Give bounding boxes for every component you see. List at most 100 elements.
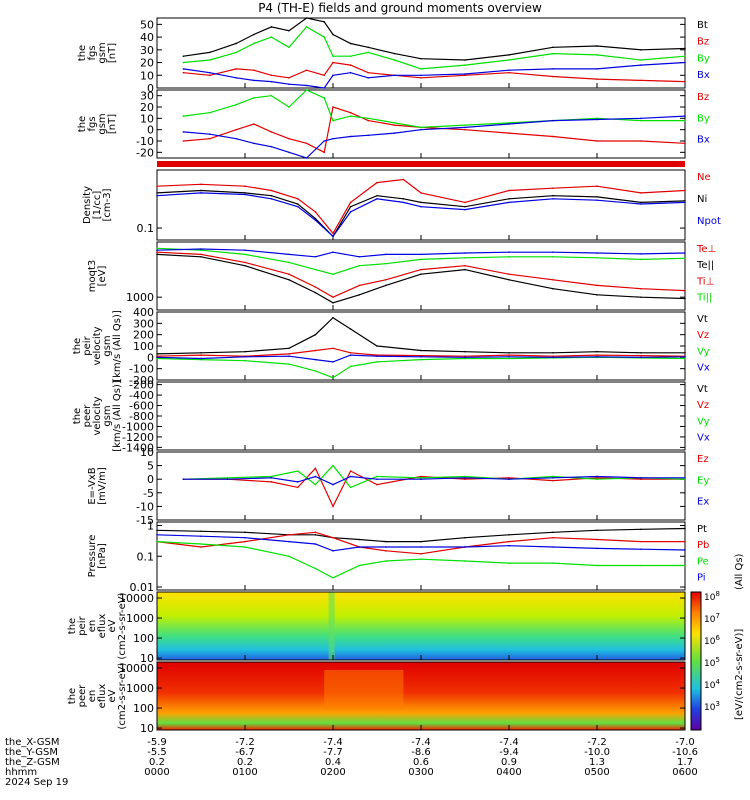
data-point [508, 201, 510, 204]
legend-Ey: Ey [697, 475, 709, 486]
row-value: -6.7 [235, 747, 255, 758]
y-tick-label: -200 [129, 374, 154, 387]
data-point [402, 178, 405, 181]
data-point [640, 203, 642, 205]
y-axis-label-line: gsm [102, 405, 113, 426]
data-point [552, 255, 554, 258]
data-point [640, 477, 642, 479]
data-point [367, 119, 370, 122]
data-point [209, 133, 211, 135]
data-point [376, 181, 378, 184]
data-point [270, 145, 273, 148]
row-value: 0000 [144, 767, 169, 778]
data-point [244, 192, 246, 194]
colorbar-strip [690, 591, 702, 731]
y-tick-label: 30 [140, 44, 154, 57]
data-point [305, 26, 308, 28]
data-point [596, 478, 598, 481]
data-point [349, 352, 352, 354]
y-axis-label-line: the [67, 618, 78, 634]
y-axis-label-line: en [87, 620, 98, 633]
data-point [323, 140, 326, 142]
data-point [596, 54, 598, 56]
data-point [288, 261, 290, 264]
data-point [226, 478, 229, 481]
data-point [640, 540, 642, 543]
data-point [552, 197, 554, 200]
y-axis-label-line: the [67, 688, 78, 704]
data-point [596, 284, 598, 287]
legend-Bz: Bz [697, 92, 709, 103]
y-axis-label-line: [nT] [107, 114, 118, 134]
data-point [200, 255, 202, 258]
data-point [349, 365, 352, 368]
y-axis-label-line: [km/s (All Qs)] [112, 380, 123, 452]
data-point [508, 189, 510, 192]
data-point [270, 481, 273, 483]
legend-Pb: Pb [697, 540, 709, 551]
y-axis-label-line: fgs [87, 45, 98, 60]
panel-pressure: 0.01 0.1 1 Pressure[nPa] Pt Pb Pe Pi [87, 520, 709, 595]
data-point [596, 350, 598, 353]
legend-Ex: Ex [697, 497, 709, 508]
colorbar-subtitle: (All Qs) [734, 553, 745, 590]
data-point [420, 558, 422, 561]
y-axis-label-line: Pressure [87, 535, 98, 578]
data-point [288, 253, 290, 256]
data-point [244, 359, 246, 362]
data-point [684, 352, 686, 354]
data-point [244, 249, 246, 251]
y-tick-label: 10 [140, 69, 154, 82]
y-axis-label-line: the [77, 116, 88, 132]
data-point [297, 203, 299, 205]
data-point [684, 55, 686, 57]
data-point [420, 553, 422, 555]
y-axis-label: thepeirvelocitygsm[km/s (All Qs)] [72, 310, 123, 382]
data-point [358, 538, 361, 541]
data-point [385, 560, 387, 562]
data-point [596, 477, 598, 479]
y-axis-label-line: [km/s (All Qs)] [112, 310, 123, 382]
data-point [464, 350, 466, 353]
data-point [367, 51, 370, 54]
legend-Bx: Bx [697, 135, 710, 146]
data-point [464, 252, 466, 254]
data-point [640, 140, 642, 142]
data-point [182, 55, 185, 57]
data-point [288, 106, 290, 108]
y-axis-label-line: peer [82, 404, 93, 428]
data-point [209, 137, 211, 140]
data-point [552, 356, 554, 359]
y-tick-label: 10000 [119, 662, 154, 675]
data-point [596, 199, 598, 201]
data-point [508, 273, 510, 275]
data-point [305, 69, 308, 71]
data-point [253, 142, 255, 145]
data-point [420, 253, 422, 256]
legend-Pt: Pt [697, 524, 707, 535]
row-value: 0100 [232, 767, 257, 778]
data-point [420, 201, 422, 204]
row-label: the_Y-GSM [5, 747, 58, 758]
data-point [596, 475, 598, 478]
data-point [684, 549, 686, 551]
row-value: 0400 [496, 767, 521, 778]
data-point [684, 527, 686, 530]
data-point [684, 189, 686, 192]
data-point [323, 87, 326, 89]
data-point [314, 219, 317, 222]
y-axis-label: thepeervelocitygsm[km/s (All Qs)] [72, 380, 123, 452]
data-point [684, 47, 686, 50]
data-point [420, 477, 422, 479]
y-axis-label: thefgsgsm[nT] [77, 113, 118, 134]
date-label: 2024 Sep 19 [5, 777, 68, 788]
y-axis-label-line: velocity [92, 396, 103, 435]
data-point [640, 287, 642, 290]
panel-peer_eflux: 10100100010000thepeerenefluxeV(cm2-s-sr-… [67, 661, 686, 735]
data-point [244, 261, 246, 264]
colorbar-label: 105 [704, 656, 720, 669]
data-point [420, 77, 422, 79]
data-point [552, 352, 554, 354]
data-point [640, 478, 642, 481]
